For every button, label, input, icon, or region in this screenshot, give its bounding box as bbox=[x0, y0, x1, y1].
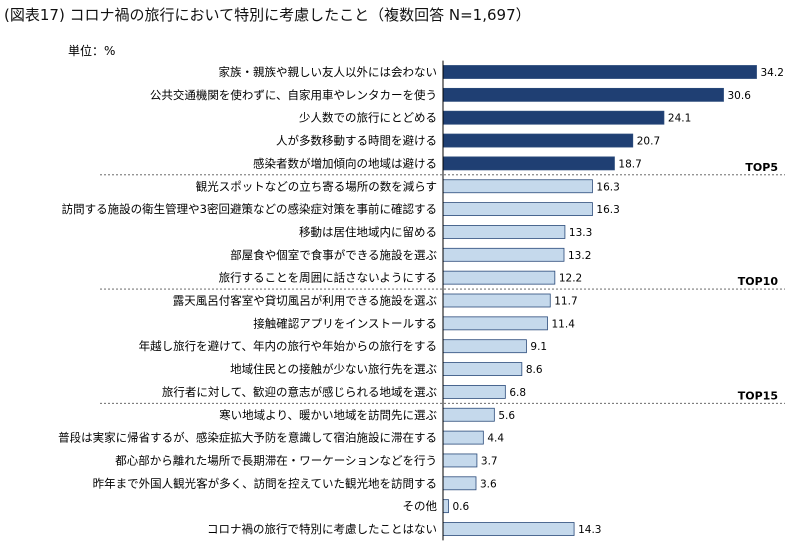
bar bbox=[442, 133, 634, 148]
category-label: 訪問する施設の衛生管理や3密回避策などの感染症対策を事前に確認する bbox=[62, 202, 437, 216]
category-label: 観光スポットなどの立ち寄る場所の数を減らす bbox=[196, 179, 437, 193]
category-label: 感染者数が増加傾向の地域は避ける bbox=[253, 156, 437, 170]
category-label: 旅行者に対して、歓迎の意志が感じられる地域を選ぶ bbox=[162, 385, 438, 399]
category-label: その他 bbox=[403, 499, 438, 513]
value-label: 8.6 bbox=[526, 364, 543, 376]
bar bbox=[442, 339, 527, 354]
value-label: 34.2 bbox=[761, 67, 784, 79]
bar bbox=[442, 293, 551, 308]
category-label: 年越し旅行を避けて、年内の旅行や年始からの旅行をする bbox=[139, 339, 437, 353]
bar bbox=[442, 453, 478, 468]
category-label: 露天風呂付客室や貸切風呂が利用できる施設を選ぶ bbox=[173, 294, 438, 308]
category-label: 地域住民との接触が少ない旅行先を選ぶ bbox=[230, 362, 437, 376]
category-label: コロナ禍の旅行で特別に考慮したことはない bbox=[207, 522, 437, 536]
category-label: 部屋食や個室で食事ができる施設を選ぶ bbox=[230, 248, 437, 262]
bar bbox=[442, 65, 757, 79]
bar bbox=[442, 179, 593, 194]
bar bbox=[442, 384, 506, 399]
value-label: 4.4 bbox=[487, 433, 504, 445]
category-label: 公共交通機関を使わずに、自家用車やレンタカーを使う bbox=[150, 88, 437, 102]
value-label: 3.7 bbox=[481, 455, 498, 467]
bar bbox=[442, 225, 566, 239]
value-label: 9.1 bbox=[530, 341, 547, 353]
tier-label: TOP5 bbox=[745, 161, 778, 174]
category-label: 寒い地域より、暖かい地域を訪問先に選ぶ bbox=[219, 408, 437, 422]
bar bbox=[442, 316, 548, 331]
bar bbox=[442, 202, 593, 217]
category-label: 家族・親族や親しい友人以外には会わない bbox=[219, 65, 438, 79]
chart-title: (図表17) コロナ禍の旅行において特別に考慮したこと（複数回答 N=1,697… bbox=[4, 6, 531, 24]
category-label: 少人数での旅行にとどめる bbox=[299, 111, 437, 125]
value-label: 13.3 bbox=[569, 227, 592, 239]
bar bbox=[442, 362, 523, 376]
value-label: 16.3 bbox=[596, 181, 619, 193]
value-label: 20.7 bbox=[637, 136, 660, 148]
value-label: 0.6 bbox=[453, 501, 470, 513]
category-label: 接触確認アプリをインストールする bbox=[253, 316, 437, 330]
category-label: 昨年まで外国人観光客が多く、訪問を控えていた観光地を訪問する bbox=[93, 476, 437, 490]
category-label: 人が多数移動する時間を避ける bbox=[276, 134, 437, 148]
value-label: 30.6 bbox=[728, 90, 752, 102]
unit-label: 単位：% bbox=[68, 44, 116, 58]
bar bbox=[442, 110, 665, 125]
value-label: 16.3 bbox=[596, 204, 619, 216]
bar bbox=[442, 270, 556, 285]
bar bbox=[442, 430, 484, 445]
category-label: 移動は居住地域内に留める bbox=[299, 225, 437, 239]
bar bbox=[442, 247, 565, 262]
value-label: 5.6 bbox=[498, 410, 515, 422]
category-label: 普段は実家に帰省するが、感染症拡大予防を意識して宿泊施設に滞在する bbox=[58, 431, 437, 445]
bar bbox=[442, 522, 575, 536]
value-label: 3.6 bbox=[480, 478, 497, 490]
bar bbox=[442, 156, 615, 171]
value-label: 13.2 bbox=[568, 250, 591, 262]
value-label: 14.3 bbox=[578, 524, 601, 536]
value-label: 6.8 bbox=[509, 387, 526, 399]
tier-label: TOP15 bbox=[738, 389, 778, 402]
category-label: 旅行することを周囲に話さないようにする bbox=[219, 271, 437, 285]
value-label: 24.1 bbox=[668, 113, 691, 125]
bar bbox=[442, 87, 724, 102]
value-label: 11.7 bbox=[554, 296, 577, 308]
bar bbox=[442, 476, 477, 491]
value-label: 11.4 bbox=[552, 318, 576, 330]
category-label: 都心部から離れた場所で長期滞在・ワーケーションなどを行う bbox=[115, 453, 437, 467]
bar bbox=[442, 499, 449, 514]
bar bbox=[442, 407, 495, 422]
value-label: 12.2 bbox=[559, 273, 582, 285]
tier-label: TOP10 bbox=[738, 275, 779, 288]
value-label: 18.7 bbox=[618, 158, 641, 170]
